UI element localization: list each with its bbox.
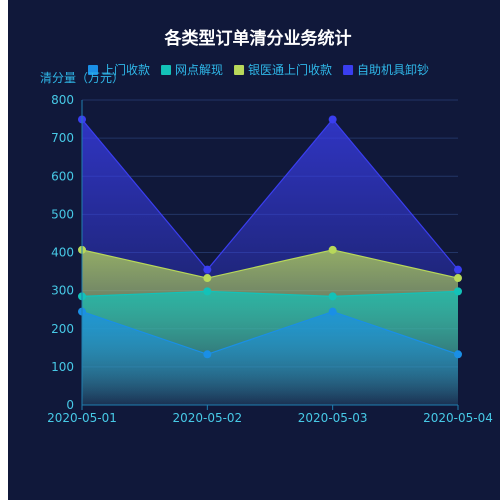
legend-swatch (343, 65, 354, 75)
legend-swatch (234, 65, 245, 75)
y-tick-label: 300 (51, 284, 74, 298)
legend-swatch (161, 65, 172, 75)
legend-item[interactable]: 网点解现 (161, 63, 223, 77)
legend-swatch (88, 65, 98, 75)
series-area (82, 311, 458, 405)
data-point[interactable] (203, 274, 212, 283)
y-tick-label: 800 (51, 93, 74, 107)
data-point[interactable] (328, 245, 337, 254)
series-lines (81, 118, 459, 355)
y-tick-label: 100 (51, 360, 74, 374)
x-tick-label: 2020-05-01 (47, 411, 117, 425)
data-point[interactable] (328, 292, 337, 301)
data-point[interactable] (203, 287, 212, 296)
x-tick-label: 2020-05-04 (423, 411, 493, 425)
series-points (78, 115, 462, 359)
series-line (81, 249, 459, 279)
legend-item[interactable]: 自助机具卸钞 (343, 62, 429, 77)
area-chart: 各类型订单清分业务统计 上门收款 网点解现 银医通上门收款 自助机具卸钞 清分量（万元… (40, 28, 493, 425)
x-tick-label: 2020-05-03 (298, 411, 368, 425)
data-point[interactable] (203, 265, 212, 274)
legend-label: 网点解现 (175, 63, 223, 77)
legend-label: 银医通上门收款 (248, 62, 332, 77)
y-tick-label: 400 (51, 246, 74, 260)
data-point[interactable] (454, 287, 462, 296)
y-tick-label: 200 (51, 322, 74, 336)
y-tick-label: 500 (51, 207, 74, 221)
series-line (81, 310, 459, 355)
data-point[interactable] (454, 274, 462, 283)
series-line (81, 118, 459, 271)
y-tick-label: 600 (51, 169, 74, 183)
legend-label: 自助机具卸钞 (357, 62, 429, 77)
data-point[interactable] (454, 265, 462, 274)
legend-item[interactable]: 银医通上门收款 (234, 62, 332, 77)
legend-item[interactable]: 上门收款 (88, 62, 150, 77)
series-line (81, 290, 459, 297)
chart-panel: 各类型订单清分业务统计 上门收款 网点解现 银医通上门收款 自助机具卸钞 清分量（万元… (8, 0, 500, 500)
y-tick-label: 700 (51, 131, 74, 145)
legend: 上门收款 网点解现 银医通上门收款 自助机具卸钞 (88, 62, 429, 77)
x-tick-label: 2020-05-02 (172, 411, 242, 425)
chart-title: 各类型订单清分业务统计 (164, 28, 352, 49)
y-tick-labels: 0 100 200 300 400 500 600 700 800 (51, 93, 74, 412)
series-areas (82, 119, 458, 405)
x-tick-labels: 2020-05-01 2020-05-02 2020-05-03 2020-05-04 (47, 411, 493, 425)
legend-label: 上门收款 (102, 62, 150, 77)
y-tick-label: 0 (66, 398, 74, 412)
data-point[interactable] (454, 350, 462, 359)
axes (81, 100, 459, 410)
data-point[interactable] (328, 307, 337, 316)
data-point[interactable] (203, 350, 212, 359)
data-point[interactable] (328, 115, 337, 124)
y-axis-label: 清分量（万元） (40, 71, 124, 85)
